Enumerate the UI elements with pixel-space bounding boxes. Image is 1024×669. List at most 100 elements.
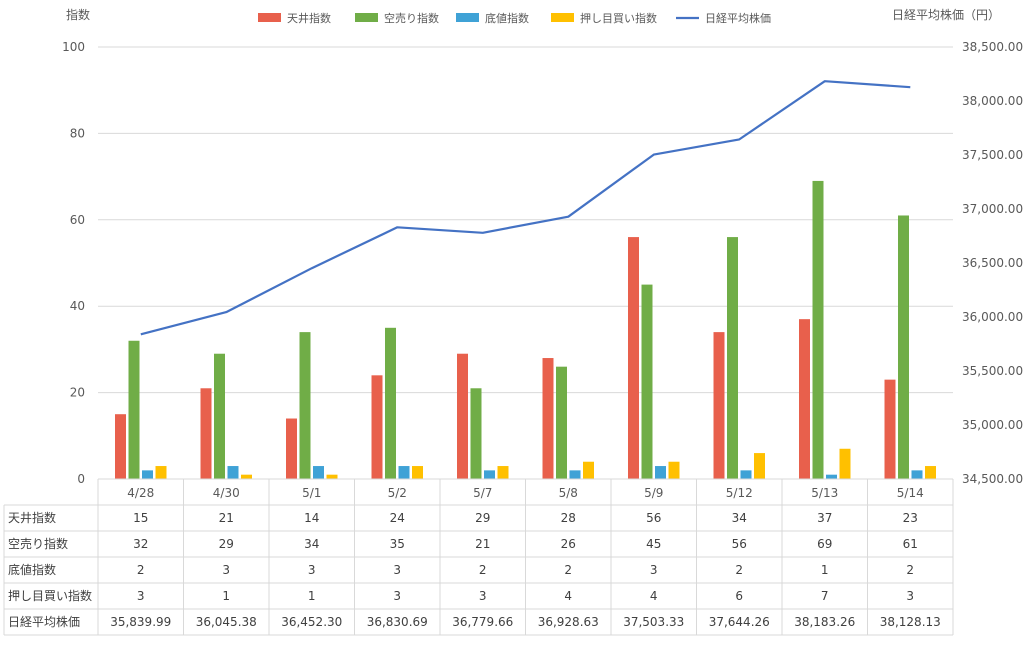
table-cell: 21 xyxy=(219,511,234,525)
bar xyxy=(628,237,639,479)
bar xyxy=(200,388,212,479)
category-label: 5/8 xyxy=(559,486,578,500)
bar xyxy=(457,353,468,479)
bar xyxy=(911,470,923,479)
nikkei-line xyxy=(140,80,911,336)
table-cell: 37 xyxy=(817,511,832,525)
table-cell: 36,830.69 xyxy=(367,615,428,629)
bar xyxy=(812,180,824,480)
table-row-label: 日経平均株価 xyxy=(8,614,80,629)
legend-label: 天井指数 xyxy=(287,11,331,25)
legend-swatch xyxy=(258,13,281,22)
table-cell: 34 xyxy=(732,511,747,525)
table-cell: 4 xyxy=(650,589,658,603)
table-cell: 1 xyxy=(308,589,316,603)
table-cell: 29 xyxy=(219,537,234,551)
table-cell: 45 xyxy=(646,537,661,551)
category-label: 5/13 xyxy=(811,486,838,500)
category-label: 4/30 xyxy=(213,486,240,500)
left-tick-label: 20 xyxy=(70,386,85,400)
table-cell: 32 xyxy=(133,537,148,551)
category-label: 5/2 xyxy=(388,486,407,500)
table-cell: 28 xyxy=(561,511,576,525)
table-cell: 26 xyxy=(561,537,576,551)
legend-label: 日経平均株価 xyxy=(705,11,771,25)
table-cell: 23 xyxy=(903,511,918,525)
table-cell: 29 xyxy=(475,511,490,525)
bar xyxy=(470,388,482,479)
table-cell: 3 xyxy=(393,563,401,577)
table-cell: 36,928.63 xyxy=(538,615,599,629)
table-cell: 37,644.26 xyxy=(709,615,770,629)
left-tick-label: 40 xyxy=(70,299,85,313)
table-cell: 2 xyxy=(564,563,572,577)
gridlines xyxy=(98,46,953,480)
table-cell: 69 xyxy=(817,537,832,551)
bar xyxy=(754,453,765,479)
legend-swatch xyxy=(355,13,378,22)
right-axis-title: 日経平均株価（円） xyxy=(892,7,1000,22)
bar xyxy=(155,466,167,479)
bar xyxy=(214,353,225,479)
table-cell: 1 xyxy=(821,563,829,577)
right-tick-label: 35,000.00 xyxy=(962,418,1023,432)
table-row-label: 天井指数 xyxy=(8,510,56,525)
axis-ticks: 0 20 40 60 80 100 34,500.00 35,000.00 35,500.00 3… xyxy=(62,40,1023,486)
table-cell: 34 xyxy=(304,537,319,551)
bar xyxy=(326,474,338,479)
table-cell: 38,128.13 xyxy=(880,615,941,629)
bar xyxy=(668,461,680,479)
table-cell: 56 xyxy=(646,511,661,525)
legend-swatch xyxy=(551,13,574,22)
category-label: 5/7 xyxy=(473,486,492,500)
left-tick-label: 100 xyxy=(62,40,85,54)
bar xyxy=(655,466,666,479)
table-cell: 36,452.30 xyxy=(281,615,342,629)
line-series xyxy=(140,80,911,336)
table-cell: 2 xyxy=(735,563,743,577)
right-tick-label: 34,500.00 xyxy=(962,472,1023,486)
bar xyxy=(542,358,554,479)
bar xyxy=(385,327,396,479)
right-tick-label: 36,000.00 xyxy=(962,310,1023,324)
table-cell: 56 xyxy=(732,537,747,551)
bar xyxy=(398,466,410,479)
legend-swatch xyxy=(456,13,479,22)
table-cell: 2 xyxy=(137,563,145,577)
left-tick-label: 80 xyxy=(70,126,85,140)
table-cell: 3 xyxy=(222,563,230,577)
table-cell: 37,503.33 xyxy=(623,615,684,629)
right-tick-label: 37,500.00 xyxy=(962,148,1023,162)
table-cell: 35,839.99 xyxy=(110,615,171,629)
bar xyxy=(484,470,495,479)
table-cell: 3 xyxy=(393,589,401,603)
table-cell: 1 xyxy=(222,589,230,603)
bar xyxy=(497,466,509,479)
left-tick-label: 60 xyxy=(70,213,85,227)
bar xyxy=(884,379,896,479)
legend-label: 押し目買い指数 xyxy=(580,11,657,25)
category-label: 5/14 xyxy=(897,486,924,500)
right-tick-label: 37,000.00 xyxy=(962,202,1023,216)
bar xyxy=(371,375,383,479)
table-cell: 35 xyxy=(390,537,405,551)
bar xyxy=(299,332,311,479)
category-label: 4/28 xyxy=(127,486,154,500)
table-row-label: 押し目買い指数 xyxy=(8,588,92,603)
bar xyxy=(641,284,653,479)
table-cell: 2 xyxy=(906,563,914,577)
bar xyxy=(412,466,423,479)
bar xyxy=(713,332,725,479)
bar xyxy=(115,414,126,479)
table-cell: 21 xyxy=(475,537,490,551)
table-cell: 2 xyxy=(479,563,487,577)
bar xyxy=(826,474,837,479)
right-tick-label: 35,500.00 xyxy=(962,364,1023,378)
bar xyxy=(142,470,153,479)
right-tick-label: 36,500.00 xyxy=(962,256,1023,270)
bars xyxy=(115,180,936,480)
table-cell: 6 xyxy=(735,589,743,603)
category-label: 5/9 xyxy=(644,486,663,500)
right-tick-label: 38,000.00 xyxy=(962,94,1023,108)
